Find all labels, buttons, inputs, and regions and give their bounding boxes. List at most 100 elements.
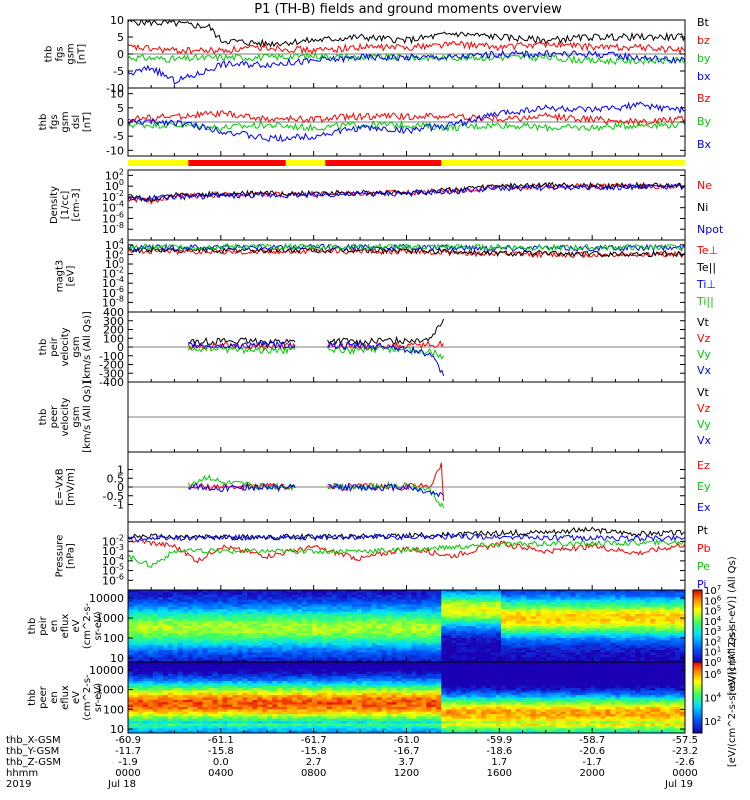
heatmap-cell	[172, 711, 179, 715]
heatmap-cell	[650, 606, 656, 610]
heatmap-cell	[431, 611, 437, 615]
heatmap-cell	[630, 635, 636, 639]
heatmap-cell	[167, 709, 174, 713]
heatmap-cell	[222, 728, 228, 732]
heatmap-cell	[406, 628, 412, 632]
heatmap-cell	[262, 602, 268, 605]
heatmap-cell	[192, 662, 199, 665]
heatmap-cell	[277, 695, 283, 698]
heatmap-cell	[167, 702, 174, 705]
tick-exponent: 4	[119, 237, 124, 246]
heatmap-cell	[277, 635, 283, 639]
heatmap-cell	[152, 633, 159, 636]
heatmap-cell	[645, 635, 651, 639]
heatmap-cell	[386, 602, 392, 605]
heatmap-cell	[670, 652, 676, 656]
heatmap-cell	[132, 645, 139, 648]
heatmap-cell	[262, 716, 268, 720]
heatmap-cell	[491, 633, 497, 636]
heatmap-cell	[660, 623, 666, 627]
heatmap-cell	[237, 638, 243, 641]
heatmap-cell	[540, 606, 547, 610]
heatmap-cell	[476, 650, 482, 653]
heatmap-cell	[486, 633, 492, 636]
heatmap-cell	[172, 650, 179, 653]
heatmap-cell	[510, 640, 517, 644]
heatmap-cell	[212, 728, 218, 732]
heatmap-cell	[555, 590, 562, 593]
heatmap-cell	[282, 711, 288, 715]
heatmap-cell	[222, 647, 228, 651]
heatmap-cell	[361, 640, 368, 644]
heatmap-cell	[680, 645, 685, 648]
heatmap-cell	[436, 654, 442, 658]
heatmap-cell	[376, 628, 383, 632]
heatmap-cell	[451, 590, 457, 593]
heatmap-cell	[346, 626, 353, 629]
heatmap-cell	[590, 609, 596, 612]
series-line-Pb	[128, 537, 685, 564]
heatmap-cell	[316, 635, 323, 639]
heatmap-cell	[655, 599, 661, 603]
heatmap-cell	[242, 716, 248, 720]
heatmap-cell	[202, 714, 208, 717]
heatmap-cell	[192, 597, 199, 600]
heatmap-cell	[590, 621, 596, 624]
heatmap-cell	[545, 659, 552, 662]
heatmap-cell	[580, 640, 586, 644]
heatmap-cell	[605, 599, 611, 603]
heatmap-cell	[172, 642, 179, 646]
heatmap-cell	[481, 645, 487, 648]
heatmap-cell	[650, 594, 656, 598]
heatmap-cell	[312, 645, 318, 648]
heatmap-cell	[162, 609, 169, 612]
heatmap-cell	[610, 654, 616, 658]
heatmap-cell	[302, 594, 308, 598]
heatmap-cell	[426, 594, 432, 598]
heatmap-cell	[237, 728, 243, 732]
heatmap-cell	[212, 718, 218, 722]
heatmap-cell	[525, 642, 532, 646]
heatmap-cell	[272, 718, 278, 722]
heatmap-cell	[426, 602, 432, 605]
heatmap-cell	[267, 657, 273, 660]
heatmap-cell	[595, 616, 601, 620]
heatmap-cell	[272, 702, 278, 705]
y-axis-label: gsm	[71, 406, 82, 427]
heatmap-cell	[580, 614, 586, 617]
heatmap-cell	[416, 623, 422, 627]
heatmap-cell	[132, 654, 139, 658]
heatmap-cell	[431, 659, 437, 662]
heatmap-cell	[242, 616, 248, 620]
heatmap-cell	[381, 594, 387, 598]
heatmap-cell	[326, 611, 333, 615]
heatmap-cell	[530, 590, 537, 593]
heatmap-cell	[237, 688, 243, 691]
heatmap-cell	[655, 616, 661, 620]
heatmap-cell	[137, 630, 144, 634]
heatmap-cell	[137, 702, 144, 705]
heatmap-cell	[128, 704, 134, 708]
heatmap-cell	[446, 602, 452, 605]
heatmap-cell	[282, 645, 288, 648]
heatmap-cell	[212, 695, 218, 698]
heatmap-cell	[351, 592, 358, 596]
heatmap-cell	[550, 638, 557, 641]
heatmap-cell	[615, 618, 621, 622]
heatmap-cell	[560, 647, 567, 651]
heatmap-cell	[222, 630, 228, 634]
heatmap-cell	[242, 614, 248, 617]
heatmap-cell	[456, 623, 462, 627]
heatmap-cell	[550, 633, 557, 636]
heatmap-cell	[222, 669, 228, 672]
heatmap-cell	[640, 654, 646, 658]
heatmap-cell	[466, 599, 472, 603]
heatmap-cell	[162, 673, 169, 677]
heatmap-cell	[207, 702, 213, 705]
heatmap-cell	[496, 633, 502, 636]
heatmap-cell	[232, 638, 238, 641]
heatmap-cell	[466, 590, 472, 593]
heatmap-cell	[356, 659, 363, 662]
heatmap-cell	[595, 604, 601, 608]
heatmap-cell	[307, 623, 313, 627]
